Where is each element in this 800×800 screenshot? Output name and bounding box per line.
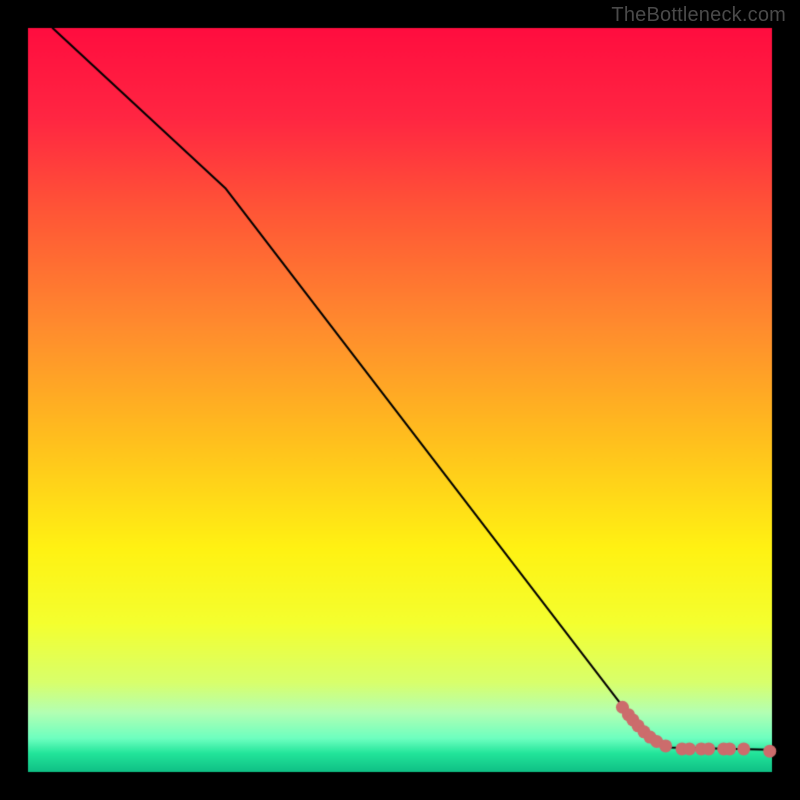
credit-label: TheBottleneck.com bbox=[611, 4, 786, 27]
bottleneck-chart bbox=[0, 0, 800, 800]
